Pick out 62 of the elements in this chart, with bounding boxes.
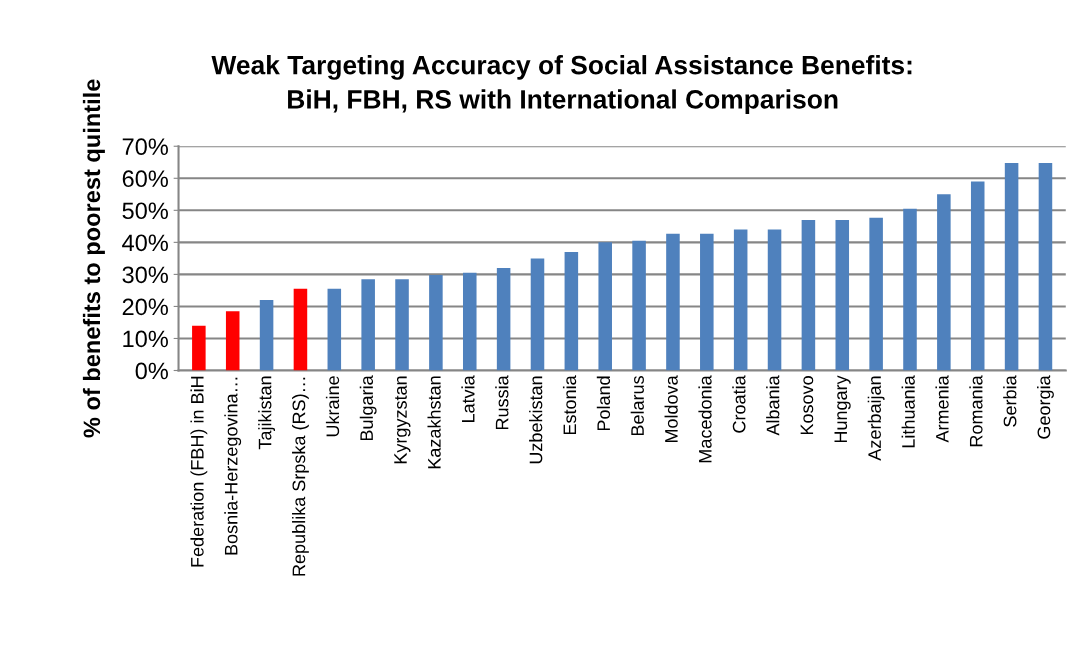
- bar: [327, 288, 342, 371]
- bar: [225, 311, 240, 371]
- bar: [598, 242, 612, 371]
- bar: [801, 219, 816, 371]
- x-tick-label: Georgia: [1037, 375, 1054, 439]
- bar: [395, 279, 409, 371]
- x-tick-label: Kyrgyzstan: [394, 376, 411, 464]
- bar: [767, 229, 782, 371]
- y-tick-label: 40%: [122, 234, 168, 252]
- x-tick-label: Bulgaria: [359, 375, 377, 441]
- x-tick-label: Kazakhstan: [427, 376, 441, 469]
- x-tick-label: Armenia: [935, 375, 949, 443]
- x-tick-label: Lithuania: [901, 375, 915, 448]
- x-tick-label: Croatia: [732, 375, 746, 433]
- y-tick-label: 0%: [135, 362, 168, 380]
- x-tick-label: Russia: [495, 375, 509, 430]
- x-tick-label: Poland: [596, 376, 611, 431]
- x-tick-label: Hungary: [834, 375, 851, 443]
- x-tick-label: Kosovo: [800, 376, 814, 435]
- x-tick-label: Bosnia-Herzegovina…: [224, 377, 242, 555]
- y-axis-title: % of benefits to poorest quintile: [82, 79, 105, 438]
- bar: [564, 251, 579, 371]
- x-tick-label: Moldova: [664, 375, 678, 443]
- x-tick-label: Republika Srpska (RS)…: [292, 377, 309, 576]
- bar: [259, 300, 274, 371]
- y-tick-label: 10%: [123, 330, 168, 348]
- bar: [462, 272, 477, 371]
- bar: [869, 217, 883, 371]
- bar: [903, 208, 917, 371]
- x-tick-label: Belarus: [630, 376, 644, 436]
- bar: [429, 275, 443, 371]
- x-tick-label: Estonia: [562, 375, 577, 435]
- bar: [937, 194, 951, 371]
- x-tick-label: Uzbekistan: [529, 376, 543, 464]
- bar: [970, 181, 985, 371]
- bar: [496, 267, 511, 371]
- x-tick-label: Albania: [766, 375, 780, 436]
- chart-title: Weak Targeting Accuracy of Social Assistance Benefits: BiH, FBH, RS with International Comparison: [211, 55, 912, 114]
- bar: [666, 233, 680, 371]
- y-tick-label: 50%: [122, 202, 168, 220]
- bar: [835, 219, 850, 371]
- bar: [700, 233, 714, 371]
- x-tick-label: Latvia: [461, 375, 475, 423]
- bar: [733, 229, 748, 371]
- x-tick-label: Ukraine: [325, 376, 340, 437]
- y-tick-label: 20%: [122, 298, 168, 316]
- bar: [632, 240, 646, 371]
- x-tick-label: Federation (FBH) in BiH: [190, 376, 208, 567]
- bar: [361, 279, 375, 371]
- bar: [1038, 162, 1053, 371]
- x-tick-label: Macedonia: [698, 375, 712, 463]
- bar: [1004, 162, 1019, 371]
- y-tick-label: 60%: [122, 170, 168, 188]
- x-tick-label: Tajikistan: [258, 376, 275, 450]
- x-tick-label: Azerbaijan: [867, 376, 885, 461]
- x-tick-label: Romania: [969, 375, 983, 447]
- y-tick-label: 70%: [122, 138, 168, 156]
- y-tick-label: 30%: [122, 266, 168, 284]
- bar: [530, 258, 545, 371]
- x-tick-label: Serbia: [1003, 375, 1017, 427]
- bar: [293, 288, 308, 371]
- bar: [192, 325, 206, 371]
